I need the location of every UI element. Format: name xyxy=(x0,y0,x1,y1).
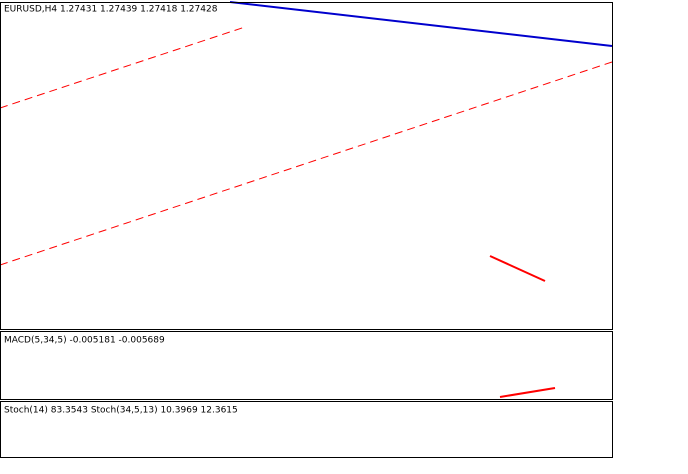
macd-title: MACD(5,34,5) -0.005181 -0.005689 xyxy=(4,336,165,346)
trend-line xyxy=(229,1,613,47)
divergence-line xyxy=(489,255,546,282)
channel-line xyxy=(0,61,613,266)
divergence-line xyxy=(499,387,556,398)
macd-panel-border xyxy=(0,331,613,400)
channel-line xyxy=(0,26,246,109)
drawings xyxy=(0,1,613,398)
stoch-title: Stoch(14) 83.3543 Stoch(34,5,13) 10.3969… xyxy=(4,406,238,416)
main-panel-border xyxy=(0,2,613,330)
stoch-panel-border xyxy=(0,401,613,458)
main-title: EURUSD,H4 1.27431 1.27439 1.27418 1.2742… xyxy=(4,5,218,15)
